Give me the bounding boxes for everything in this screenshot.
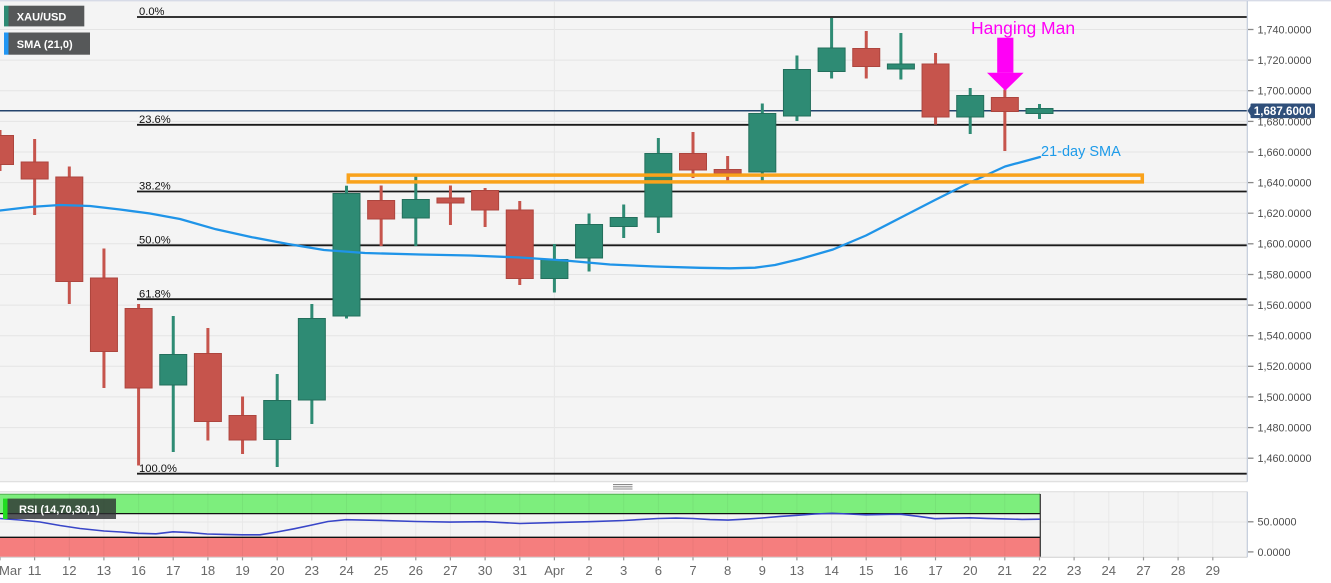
svg-text:11: 11 xyxy=(28,563,42,578)
svg-text:1,700.0000: 1,700.0000 xyxy=(1258,86,1312,98)
svg-text:23.6%: 23.6% xyxy=(139,114,171,126)
svg-text:SMA (21,0): SMA (21,0) xyxy=(17,39,73,51)
svg-text:1,580.0000: 1,580.0000 xyxy=(1258,269,1312,281)
svg-text:1,540.0000: 1,540.0000 xyxy=(1258,331,1312,343)
svg-text:29: 29 xyxy=(1206,563,1221,578)
svg-text:23: 23 xyxy=(1067,563,1082,578)
svg-text:17: 17 xyxy=(166,563,181,578)
svg-text:0.0000: 0.0000 xyxy=(1258,547,1291,559)
svg-text:50.0000: 50.0000 xyxy=(1258,517,1297,529)
svg-text:27: 27 xyxy=(443,563,458,578)
svg-text:1,740.0000: 1,740.0000 xyxy=(1258,24,1312,36)
svg-text:XAU/USD: XAU/USD xyxy=(17,11,67,23)
svg-text:16: 16 xyxy=(131,563,146,578)
svg-text:19: 19 xyxy=(235,563,250,578)
svg-text:9: 9 xyxy=(759,563,766,578)
svg-text:18: 18 xyxy=(201,563,216,578)
svg-text:1,720.0000: 1,720.0000 xyxy=(1258,55,1312,67)
svg-text:1,660.0000: 1,660.0000 xyxy=(1258,147,1312,159)
svg-text:14: 14 xyxy=(824,563,839,578)
svg-text:2: 2 xyxy=(585,563,592,578)
svg-text:Hanging Man: Hanging Man xyxy=(971,18,1075,38)
svg-text:0.0%: 0.0% xyxy=(139,6,165,18)
svg-text:1,620.0000: 1,620.0000 xyxy=(1258,208,1312,220)
svg-text:Mar: Mar xyxy=(0,563,22,578)
svg-text:13: 13 xyxy=(97,563,112,578)
svg-text:7: 7 xyxy=(689,563,696,578)
svg-text:23: 23 xyxy=(305,563,320,578)
svg-text:Apr: Apr xyxy=(544,563,565,578)
svg-text:1,480.0000: 1,480.0000 xyxy=(1258,423,1312,435)
svg-text:27: 27 xyxy=(1136,563,1151,578)
svg-text:31: 31 xyxy=(513,563,528,578)
svg-text:30: 30 xyxy=(478,563,493,578)
svg-text:20: 20 xyxy=(270,563,285,578)
svg-text:15: 15 xyxy=(859,563,874,578)
svg-text:1,687.6000: 1,687.6000 xyxy=(1254,105,1312,118)
svg-text:38.2%: 38.2% xyxy=(139,181,171,193)
svg-text:1,460.0000: 1,460.0000 xyxy=(1258,453,1312,465)
svg-text:13: 13 xyxy=(790,563,805,578)
svg-text:RSI (14,70,30,1): RSI (14,70,30,1) xyxy=(19,504,100,516)
svg-text:1,560.0000: 1,560.0000 xyxy=(1258,300,1312,312)
svg-text:1,640.0000: 1,640.0000 xyxy=(1258,178,1312,190)
svg-text:16: 16 xyxy=(894,563,909,578)
svg-text:1,500.0000: 1,500.0000 xyxy=(1258,392,1312,404)
svg-text:25: 25 xyxy=(374,563,389,578)
svg-text:21-day SMA: 21-day SMA xyxy=(1041,144,1121,160)
svg-text:1,680.0000: 1,680.0000 xyxy=(1258,116,1312,128)
svg-text:28: 28 xyxy=(1171,563,1186,578)
svg-text:6: 6 xyxy=(655,563,662,578)
svg-text:1,520.0000: 1,520.0000 xyxy=(1258,361,1312,373)
svg-text:50.0%: 50.0% xyxy=(139,235,171,247)
svg-text:24: 24 xyxy=(339,563,354,578)
svg-text:3: 3 xyxy=(620,563,627,578)
svg-text:1,600.0000: 1,600.0000 xyxy=(1258,239,1312,251)
svg-text:24: 24 xyxy=(1102,563,1117,578)
svg-text:20: 20 xyxy=(963,563,978,578)
svg-text:26: 26 xyxy=(409,563,424,578)
svg-text:17: 17 xyxy=(928,563,943,578)
svg-text:22: 22 xyxy=(1032,563,1047,578)
svg-text:21: 21 xyxy=(998,563,1013,578)
svg-text:100.0%: 100.0% xyxy=(139,463,177,475)
svg-text:12: 12 xyxy=(62,563,77,578)
svg-text:61.8%: 61.8% xyxy=(139,288,171,300)
svg-text:8: 8 xyxy=(724,563,731,578)
